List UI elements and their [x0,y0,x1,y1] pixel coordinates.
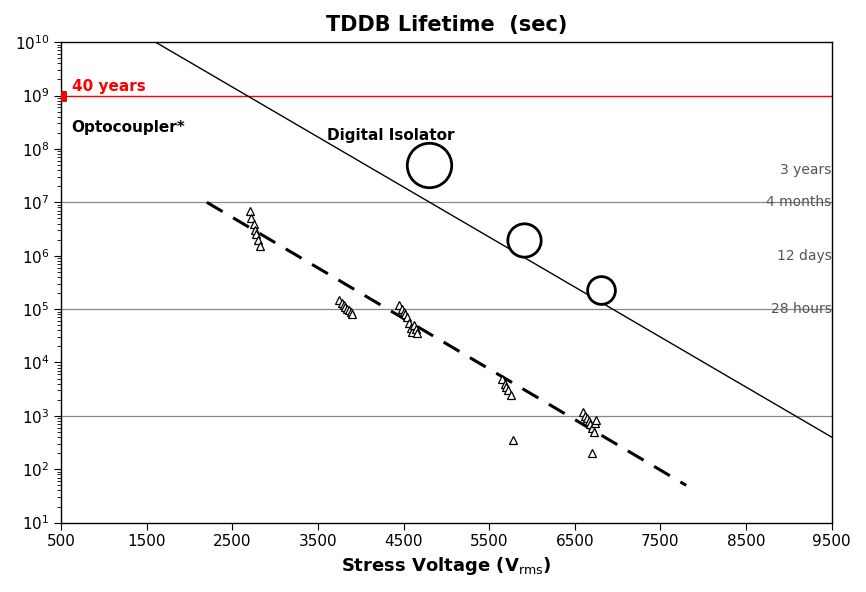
Text: 4 months: 4 months [766,195,831,210]
Text: 3 years: 3 years [780,163,831,177]
X-axis label: Stress Voltage (V$_\mathrm{rms}$): Stress Voltage (V$_\mathrm{rms}$) [341,555,552,577]
Text: 28 hours: 28 hours [771,302,831,316]
Text: 40 years: 40 years [72,79,145,94]
Text: 12 days: 12 days [777,249,831,263]
Text: Optocoupler*: Optocoupler* [72,120,185,135]
Text: Digital Isolator: Digital Isolator [326,128,454,143]
Title: TDDB Lifetime  (sec): TDDB Lifetime (sec) [326,15,567,35]
